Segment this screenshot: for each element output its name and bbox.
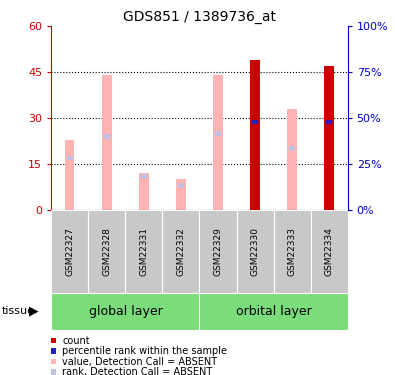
Bar <box>199 210 237 292</box>
Text: count: count <box>62 336 90 345</box>
Bar <box>126 210 162 292</box>
Text: rank, Detection Call = ABSENT: rank, Detection Call = ABSENT <box>62 367 213 375</box>
Text: ▶: ▶ <box>29 305 38 318</box>
Bar <box>324 66 334 210</box>
Bar <box>103 134 110 139</box>
Text: orbital layer: orbital layer <box>236 305 311 318</box>
Bar <box>162 210 199 292</box>
Text: GSM22333: GSM22333 <box>288 227 297 276</box>
Text: percentile rank within the sample: percentile rank within the sample <box>62 346 228 356</box>
Title: GDS851 / 1389736_at: GDS851 / 1389736_at <box>123 10 276 24</box>
Bar <box>178 183 184 188</box>
Bar <box>250 60 260 210</box>
Text: tissue: tissue <box>2 306 35 316</box>
Bar <box>289 147 295 151</box>
Bar <box>66 156 73 160</box>
Bar <box>214 131 221 136</box>
Text: GSM22334: GSM22334 <box>325 227 334 276</box>
Bar <box>237 210 274 292</box>
Text: value, Detection Call = ABSENT: value, Detection Call = ABSENT <box>62 357 218 366</box>
Bar <box>326 120 333 124</box>
Text: global layer: global layer <box>88 305 162 318</box>
Bar <box>176 179 186 210</box>
Bar <box>288 109 297 210</box>
Bar <box>65 140 75 210</box>
Bar <box>88 210 126 292</box>
Text: GSM22331: GSM22331 <box>139 227 149 276</box>
Bar <box>310 210 348 292</box>
Text: GSM22332: GSM22332 <box>177 227 186 276</box>
Text: GSM22329: GSM22329 <box>213 227 222 276</box>
Bar <box>51 292 199 330</box>
Text: GSM22330: GSM22330 <box>250 227 260 276</box>
Bar <box>199 292 348 330</box>
Bar <box>141 174 147 178</box>
Bar <box>51 210 88 292</box>
Bar <box>274 210 310 292</box>
Bar <box>139 173 149 210</box>
Text: GSM22328: GSM22328 <box>102 227 111 276</box>
Text: GSM22327: GSM22327 <box>65 227 74 276</box>
Bar <box>102 75 111 210</box>
Bar <box>213 75 223 210</box>
Bar <box>252 120 258 124</box>
